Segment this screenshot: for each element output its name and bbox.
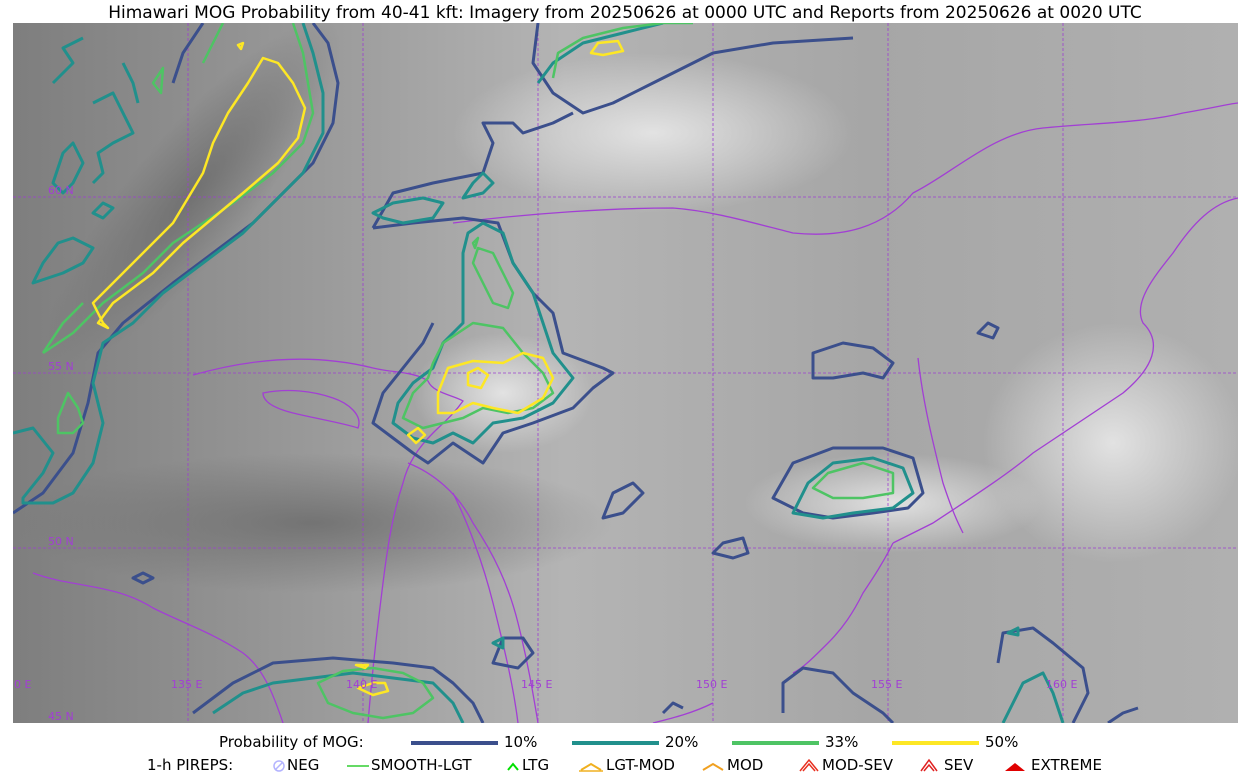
pirep-label-mod: MOD [727,756,764,774]
lat-label-50: 50 N [48,535,74,548]
pirep-legend: 1-h PIREPS: NEG SMOOTH-LGT LTG LGT-MOD M… [0,756,1250,778]
lon-label-140: 140 E [346,678,377,691]
smooth-line-icon [347,765,369,767]
contour-33-percent [41,23,895,720]
sev-icon [920,758,938,772]
lon-label-150: 150 E [696,678,727,691]
lon-label-135: 135 E [171,678,202,691]
swatch-50 [892,741,979,745]
contour-50-percent [91,39,625,697]
legend-label-50: 50% [985,733,1019,751]
probability-legend: Probability of MOG: 10% 20% 33% 50% [0,733,1250,755]
chart-title: Himawari MOG Probability from 40-41 kft:… [108,3,1142,23]
bright-cloud [983,323,1238,563]
satellite-map: 60 N 55 N 50 N 45 N 130 E 135 E 140 E 14… [13,23,1238,723]
lon-label-160: 160 E [1046,678,1077,691]
swatch-33 [732,741,819,745]
probability-legend-title: Probability of MOG: [219,733,364,751]
pirep-label-smooth-lgt: SMOOTH-LGT [371,756,472,774]
swatch-20 [572,741,659,745]
legend-label-20: 20% [665,733,699,751]
lat-label-60: 60 N [48,184,74,197]
swatch-10 [411,741,498,745]
lgt-mod-icon [579,762,603,772]
dark-band [44,23,342,366]
pirep-legend-title: 1-h PIREPS: [147,756,234,774]
pirep-label-sev: SEV [944,756,974,774]
lon-label-145: 145 E [521,678,552,691]
pirep-label-mod-sev: MOD-SEV [822,756,893,774]
mod-sev-icon [799,758,819,772]
neg-circle-icon [273,760,285,772]
coastlines [32,102,1238,723]
graticule [13,23,1238,723]
mod-caret-icon [702,762,724,771]
pirep-label-lgt-mod: LGT-MOD [606,756,675,774]
pirep-label-ltg: LTG [522,756,550,774]
lat-label-55: 55 N [48,360,74,373]
pirep-label-neg: NEG [287,756,320,774]
dark-band [13,453,613,593]
lat-label-45: 45 N [48,710,74,723]
bright-cloud [453,53,853,213]
contour-10-percent [13,23,1139,723]
bright-cloud [743,453,1043,553]
legend-label-10: 10% [504,733,538,751]
extreme-icon [1005,763,1025,771]
ltg-caret-icon [507,762,519,771]
legend-label-33: 33% [825,733,859,751]
lon-label-155: 155 E [871,678,902,691]
pirep-label-extreme: EXTREME [1031,756,1102,774]
contour-20-percent [13,23,1065,723]
lon-label-130: 130 E [13,678,31,691]
bright-cloud [413,333,593,453]
